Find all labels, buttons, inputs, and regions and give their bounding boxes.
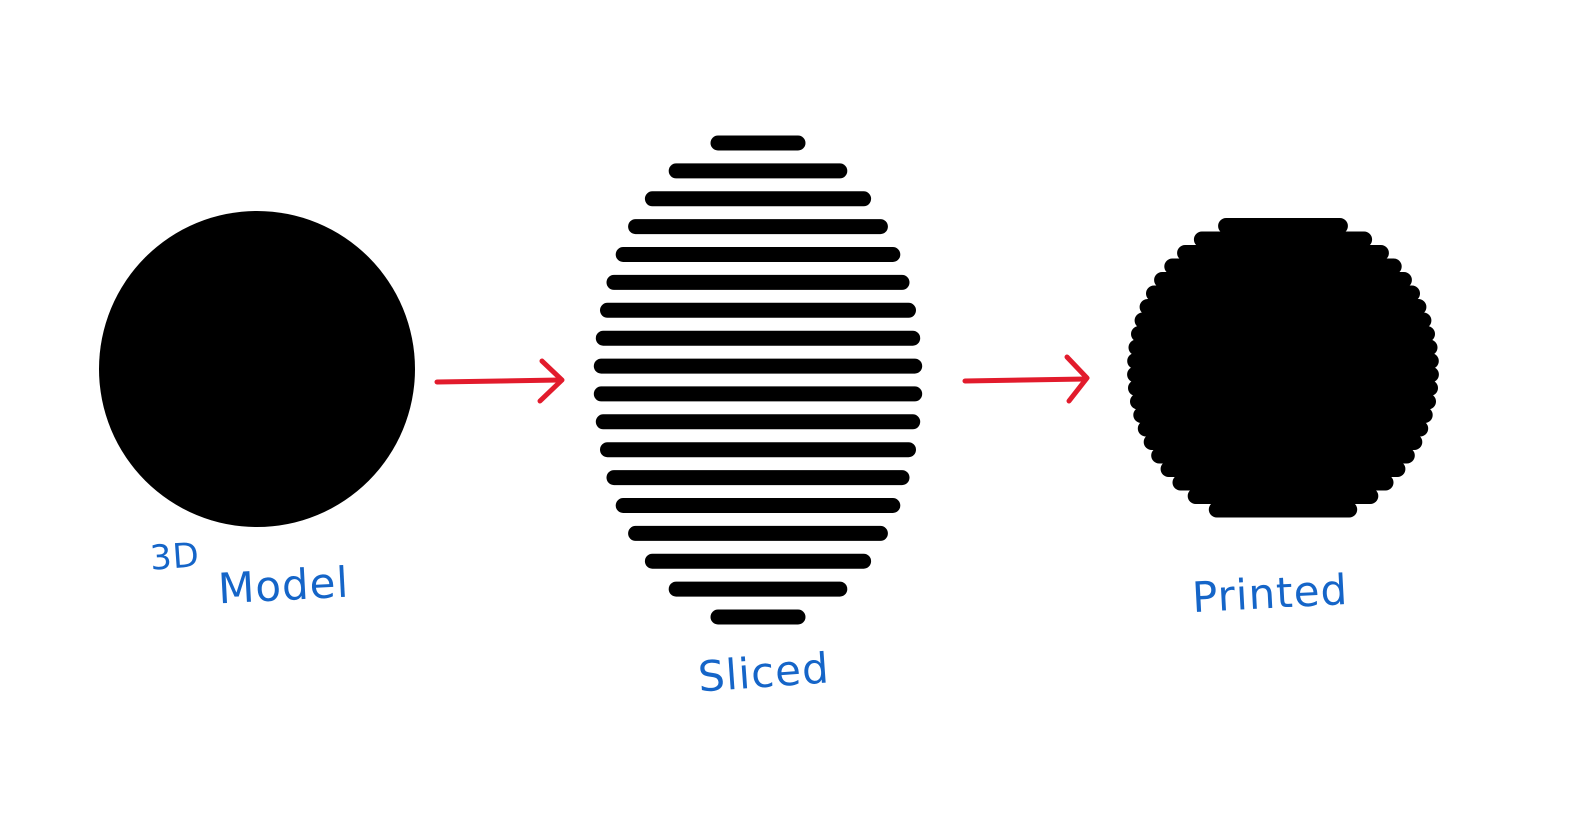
arrow-model-to-sliced bbox=[434, 358, 565, 404]
printed-layers bbox=[1127, 218, 1439, 518]
label-sliced: Sliced bbox=[696, 643, 832, 702]
label-printed: Printed bbox=[1190, 564, 1350, 623]
sliced-layers bbox=[593, 135, 923, 625]
label-model: Model bbox=[216, 557, 351, 614]
label-3d-prefix: 3D bbox=[148, 535, 202, 579]
arrow-sliced-to-printed bbox=[962, 354, 1090, 404]
model-sphere bbox=[99, 211, 415, 527]
